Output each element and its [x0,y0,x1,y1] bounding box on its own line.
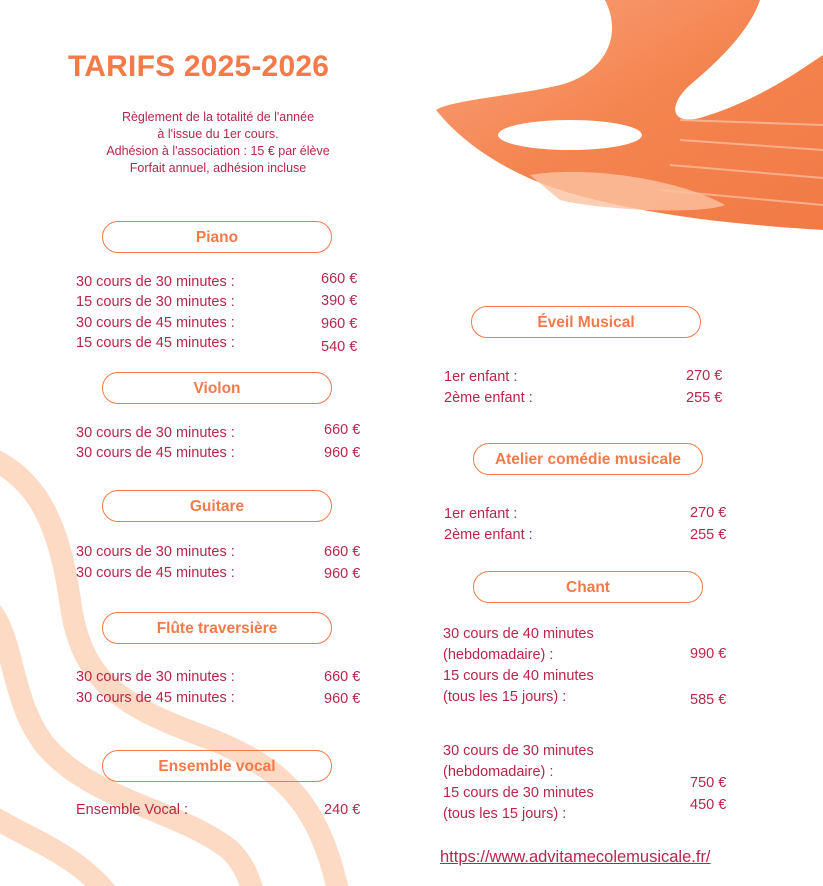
price-value: 585 € [690,692,727,708]
price-value: 540 € [321,339,358,355]
price-value: 390 € [321,293,358,309]
price-label: 15 cours de 45 minutes : [76,335,235,351]
price-label: 30 cours de 30 minutes : [76,425,235,441]
section-ensemble-vocal: Ensemble vocal [102,750,332,782]
section-violon: Violon [102,372,332,404]
price-label: 30 cours de 40 minutes [443,626,594,642]
price-label: 2ème enfant : [444,527,533,543]
price-label: 30 cours de 45 minutes : [76,445,235,461]
intro-line: à l'issue du 1er cours. [157,127,279,141]
price-value: 990 € [690,646,727,662]
intro-line: Forfait annuel, adhésion incluse [129,161,307,175]
price-value: 255 € [686,390,723,406]
section-guitare: Guitare [102,490,332,522]
price-value: 960 € [324,445,361,461]
price-value: 960 € [321,316,358,332]
price-label: (hebdomadaire) : [443,647,554,663]
price-value: 960 € [324,691,361,707]
section-eveil-musical: Éveil Musical [471,306,701,338]
price-value: 255 € [690,527,727,543]
price-value: 960 € [324,566,361,582]
intro-line: Adhésion à l'association : 15 € par élèv… [106,144,330,158]
section-atelier-comedie-musicale: Atelier comédie musicale [473,443,703,475]
price-value: 750 € [690,775,727,791]
price-label: 2ème enfant : [444,390,533,406]
price-label: 30 cours de 30 minutes : [76,669,235,685]
section-chant: Chant [473,571,703,603]
price-label: 15 cours de 40 minutes [443,668,594,684]
price-value: 660 € [324,544,361,560]
section-flute: Flûte traversière [102,612,332,644]
price-label: 30 cours de 30 minutes [443,743,594,759]
price-value: 450 € [690,797,727,813]
price-label: 15 cours de 30 minutes : [76,294,235,310]
price-label: 15 cours de 30 minutes [443,785,594,801]
price-label: (tous les 15 jours) : [443,689,567,705]
price-label: 30 cours de 45 minutes : [76,565,235,581]
page-title: TARIFS 2025-2026 [68,50,330,83]
price-value: 270 € [690,505,727,521]
intro-text: Règlement de la totalité de l'année à l'… [60,109,376,177]
price-label: 30 cours de 45 minutes : [76,315,235,331]
section-piano: Piano [102,221,332,253]
price-label: (tous les 15 jours) : [443,806,567,822]
website-link[interactable]: https://www.advitamecolemusicale.fr/ [440,848,711,866]
price-label: 1er enfant : [444,369,518,385]
price-value: 660 € [324,669,361,685]
price-value: 660 € [321,271,358,287]
intro-line: Règlement de la totalité de l'année [121,110,315,124]
price-value: 660 € [324,422,361,438]
price-value: 270 € [686,368,723,384]
price-label: 30 cours de 45 minutes : [76,690,235,706]
price-label: 30 cours de 30 minutes : [76,274,235,290]
price-label: 30 cours de 30 minutes : [76,544,235,560]
price-value: 240 € [324,802,361,818]
price-label: Ensemble Vocal : [76,802,189,818]
price-label: (hebdomadaire) : [443,764,554,780]
price-label: 1er enfant : [444,506,518,522]
piano-photo [436,0,823,230]
